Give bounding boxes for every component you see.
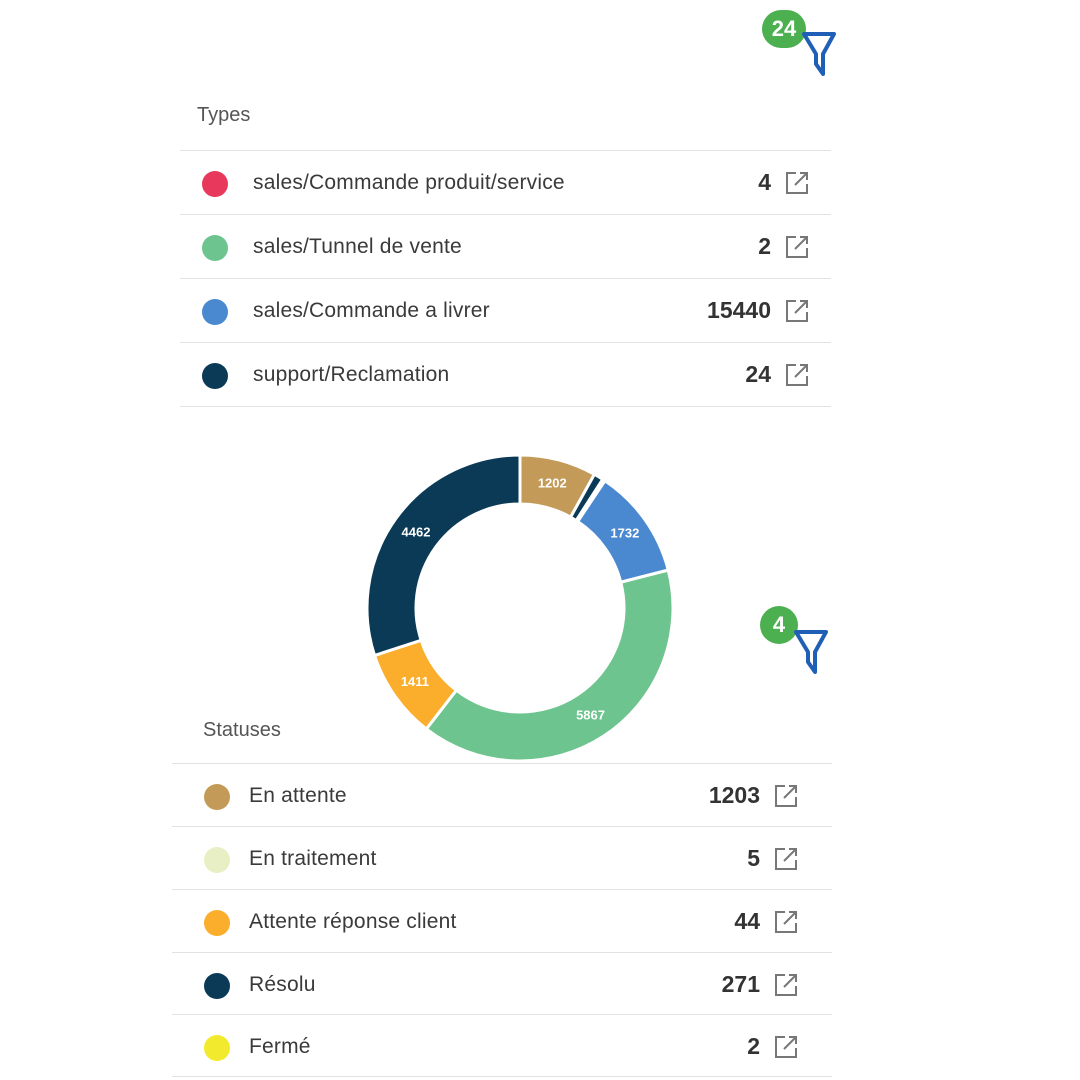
status-label: En attente (249, 784, 347, 807)
status-donut-chart: 1202 1732 5867 1411 4462 (360, 448, 680, 768)
donut-slice-label: 1411 (401, 674, 429, 689)
status-label: Résolu (249, 973, 316, 996)
types-title: Types (197, 104, 251, 126)
donut-slice[interactable] (365, 453, 522, 658)
list-item: sales/Tunnel de vente 2 (180, 215, 831, 279)
statuses-title: Statuses (203, 719, 281, 741)
statuses-filter-count-badge: 4 (760, 606, 798, 644)
external-link-icon[interactable] (783, 169, 811, 197)
type-label: sales/Commande produit/service (253, 171, 565, 194)
legend-dot (204, 973, 230, 999)
status-label: En traitement (249, 847, 377, 870)
donut-slice-label: 1202 (538, 476, 567, 491)
legend-dot (204, 847, 230, 873)
type-label: support/Reclamation (253, 363, 450, 386)
legend-dot (202, 363, 228, 389)
donut-slice-label: 5867 (576, 707, 605, 722)
types-list: sales/Commande produit/service 4 sales/T… (180, 150, 831, 407)
external-link-icon[interactable] (772, 971, 800, 999)
types-filter[interactable]: 24 (762, 10, 836, 80)
type-count: 15440 (707, 297, 771, 323)
type-count: 4 (758, 169, 771, 195)
list-item: En attente 1203 (172, 764, 832, 827)
filter-icon[interactable] (794, 628, 828, 676)
list-item: sales/Commande a livrer 15440 (180, 279, 831, 343)
filter-icon[interactable] (802, 30, 836, 78)
external-link-icon[interactable] (783, 361, 811, 389)
status-count: 2 (747, 1033, 760, 1059)
types-filter-count-badge: 24 (762, 10, 806, 48)
donut-slice[interactable] (424, 568, 675, 763)
status-label: Fermé (249, 1035, 311, 1058)
external-link-icon[interactable] (783, 233, 811, 261)
legend-dot (204, 1035, 230, 1061)
external-link-icon[interactable] (772, 845, 800, 873)
type-label: sales/Tunnel de vente (253, 235, 462, 258)
status-count: 44 (734, 908, 760, 934)
donut-slice-label: 4462 (402, 525, 431, 540)
status-count: 1203 (708, 782, 760, 808)
legend-dot (204, 910, 230, 936)
external-link-icon[interactable] (772, 1033, 800, 1061)
external-link-icon[interactable] (772, 908, 800, 936)
donut-slice-label: 1732 (610, 526, 639, 541)
list-item: Attente réponse client 44 (172, 890, 832, 953)
donut-chart-svg: 1202 1732 5867 1411 4462 (365, 453, 675, 763)
list-item: support/Reclamation 24 (180, 343, 831, 407)
statuses-list: En attente 1203 En traitement 5 Attente … (172, 763, 832, 1077)
status-count: 5 (747, 845, 760, 871)
list-item: Fermé 2 (172, 1015, 832, 1077)
status-label: Attente réponse client (249, 910, 457, 933)
list-item: sales/Commande produit/service 4 (180, 151, 831, 215)
list-item: Résolu 271 (172, 953, 832, 1015)
external-link-icon[interactable] (772, 782, 800, 810)
legend-dot (202, 235, 228, 261)
status-count: 271 (721, 971, 760, 997)
legend-dot (202, 299, 228, 325)
statuses-filter[interactable]: 4 (760, 606, 830, 676)
list-item: En traitement 5 (172, 827, 832, 890)
type-count: 2 (758, 233, 771, 259)
type-label: sales/Commande a livrer (253, 299, 490, 322)
legend-dot (202, 171, 228, 197)
type-count: 24 (745, 361, 771, 387)
external-link-icon[interactable] (783, 297, 811, 325)
legend-dot (204, 784, 230, 810)
